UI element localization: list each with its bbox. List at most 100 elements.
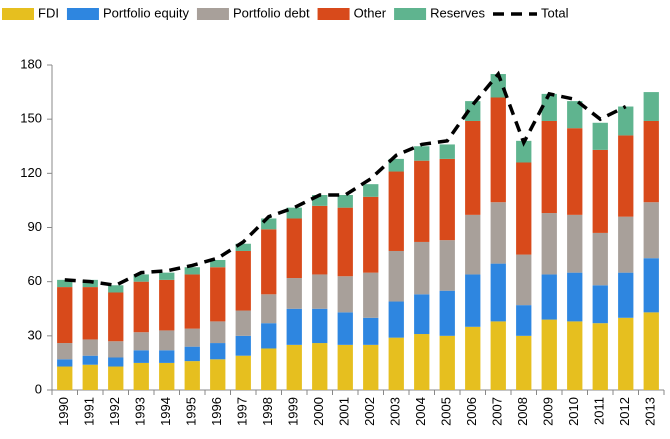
bar-segment <box>133 362 149 390</box>
bar-segment <box>592 122 608 150</box>
bar-segment <box>592 285 608 324</box>
bar-segment <box>541 319 557 390</box>
bar-segment <box>184 267 200 275</box>
bar-segment <box>643 312 659 390</box>
bar-segment <box>490 202 506 264</box>
legend-swatch <box>317 8 350 20</box>
bar-segment <box>184 361 200 390</box>
bar-segment <box>133 350 149 363</box>
legend-label: Portfolio equity <box>103 5 189 20</box>
bar-segment <box>184 346 200 362</box>
x-tick-label: 1991 <box>82 397 97 426</box>
bar-segment <box>159 279 175 331</box>
bar-segment <box>286 218 302 279</box>
x-tick-label: 2000 <box>311 397 326 426</box>
bar-segment <box>643 120 659 203</box>
x-tick-label: 1990 <box>56 397 71 426</box>
bar-segment <box>261 323 277 349</box>
legend-item: Reserves <box>394 5 485 20</box>
bar-segment <box>388 301 404 338</box>
legend-label: Total <box>541 5 569 20</box>
x-tick-label: 2002 <box>362 397 377 426</box>
bar-segment <box>567 321 583 390</box>
x-tick-label: 2004 <box>413 397 428 426</box>
bar-segment <box>108 285 124 293</box>
legend-item: Total <box>493 5 569 20</box>
x-tick-label: 2010 <box>566 397 581 426</box>
bar-segment <box>312 195 328 206</box>
bar-segment <box>337 276 353 313</box>
bar-segment <box>516 254 532 306</box>
x-tick-label: 1995 <box>184 397 199 426</box>
bar-segment <box>337 207 353 277</box>
bar-segment <box>133 274 149 282</box>
bar-segment <box>516 305 532 336</box>
bar-segment <box>82 355 98 365</box>
bar-segment <box>465 274 481 327</box>
bar-segment <box>618 106 634 136</box>
legend-label: Other <box>354 5 387 20</box>
bar-segment <box>541 274 557 320</box>
bar-segment <box>618 216 634 273</box>
bar-segment <box>592 323 608 390</box>
legend-item: Portfolio equity <box>66 5 189 20</box>
x-tick-label: 1993 <box>133 397 148 426</box>
bar-segment <box>108 357 124 367</box>
y-tick-label: 180 <box>20 56 42 71</box>
bar-segment <box>541 93 557 121</box>
bar-segment <box>439 158 455 241</box>
legend-swatch <box>394 8 427 20</box>
bar-segment <box>159 350 175 363</box>
bar-segment <box>286 207 302 219</box>
bar-segment <box>312 205 328 275</box>
x-tick-label: 2005 <box>439 397 454 426</box>
bar-segment <box>414 241 430 295</box>
bar-segment <box>388 337 404 390</box>
bar-segment <box>465 101 481 121</box>
bar-segment <box>618 272 634 318</box>
bar-segment <box>108 366 124 390</box>
bar-segment <box>210 343 226 360</box>
bar-segment <box>235 335 251 356</box>
x-tick-label: 1998 <box>260 397 275 426</box>
bar-segment <box>516 335 532 390</box>
y-tick-label: 90 <box>28 219 42 234</box>
bar-segment <box>261 229 277 295</box>
bar-segment <box>286 308 302 345</box>
x-tick-label: 1994 <box>158 397 173 426</box>
legend-label: Portfolio debt <box>233 5 310 20</box>
bar-segment <box>108 292 124 342</box>
bar-segment <box>159 362 175 390</box>
bar-segment <box>388 158 404 172</box>
bar-segment <box>465 326 481 390</box>
legend-swatch <box>2 8 34 20</box>
total-line <box>64 70 627 288</box>
bar-segment <box>414 160 430 242</box>
bar-segment <box>261 348 277 390</box>
bar-segment <box>363 317 379 345</box>
bar-segment <box>363 344 379 390</box>
bar-segment <box>643 92 659 121</box>
bar-segment <box>184 328 200 347</box>
legend-label: Reserves <box>430 5 485 20</box>
bar-segment <box>210 260 226 268</box>
bar-segment <box>210 321 226 344</box>
x-tick-label: 2013 <box>643 397 658 426</box>
bar-segment <box>312 308 328 344</box>
x-tick-label: 2001 <box>337 397 352 426</box>
bar-segment <box>592 149 608 233</box>
bar-segment <box>235 243 251 251</box>
bar-segment <box>618 135 634 217</box>
bar-segment <box>337 312 353 345</box>
bar-segment <box>567 272 583 322</box>
bar-segment <box>414 294 430 335</box>
bar-segment <box>261 218 277 230</box>
bar-segment <box>643 202 659 259</box>
bar-segment <box>414 334 430 390</box>
bar-segment <box>159 272 175 280</box>
bar-segment <box>235 355 251 390</box>
bar-segment <box>439 144 455 159</box>
x-tick-label: 2009 <box>541 397 556 426</box>
bar-segment <box>57 343 73 360</box>
y-tick-label: 150 <box>20 111 42 126</box>
